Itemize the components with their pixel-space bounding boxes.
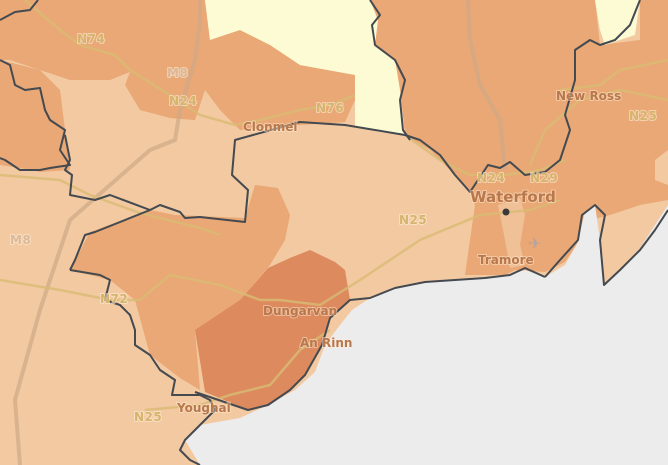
- region-light-waterford-city: [498, 198, 525, 268]
- town-label-new-ross: New Ross: [556, 89, 621, 103]
- road-label-n25-east: N25: [629, 109, 657, 123]
- road-label-m8-south: M8: [10, 233, 31, 247]
- city-point-icon[interactable]: [502, 208, 510, 216]
- town-label-waterford: Waterford: [470, 188, 556, 206]
- road-label-n24-west: N24: [169, 94, 197, 108]
- region-high: [195, 250, 350, 410]
- road-label-n76: N76: [316, 101, 344, 115]
- region-low: [205, 0, 640, 135]
- town-labels: Clonmel New Ross Waterford Tramore Dunga…: [175, 88, 622, 416]
- road-labels: N74 M8 N24 N76 N25 N24 N29 N25 M8 N72 N2…: [9, 31, 658, 425]
- road-label-n25-south: N25: [134, 410, 162, 424]
- town-label-clonmel: Clonmel: [243, 120, 297, 134]
- sea: [185, 205, 668, 465]
- road-label-m8-north: M8: [167, 66, 188, 80]
- town-label-tramore: Tramore: [478, 253, 534, 267]
- road-label-n72: N72: [100, 292, 128, 306]
- road-label-n25-mid: N25: [399, 213, 427, 227]
- town-label-an-rinn: An Rinn: [300, 336, 352, 350]
- town-label-youghal: Youghal: [176, 401, 231, 415]
- road-label-n29: N29: [530, 171, 558, 185]
- airport-icon[interactable]: ✈: [528, 234, 541, 253]
- region-light-east: [655, 150, 668, 185]
- road-label-n74: N74: [77, 32, 105, 46]
- town-label-dungarvan: Dungarvan: [263, 304, 337, 318]
- road-label-n24-east: N24: [477, 171, 505, 185]
